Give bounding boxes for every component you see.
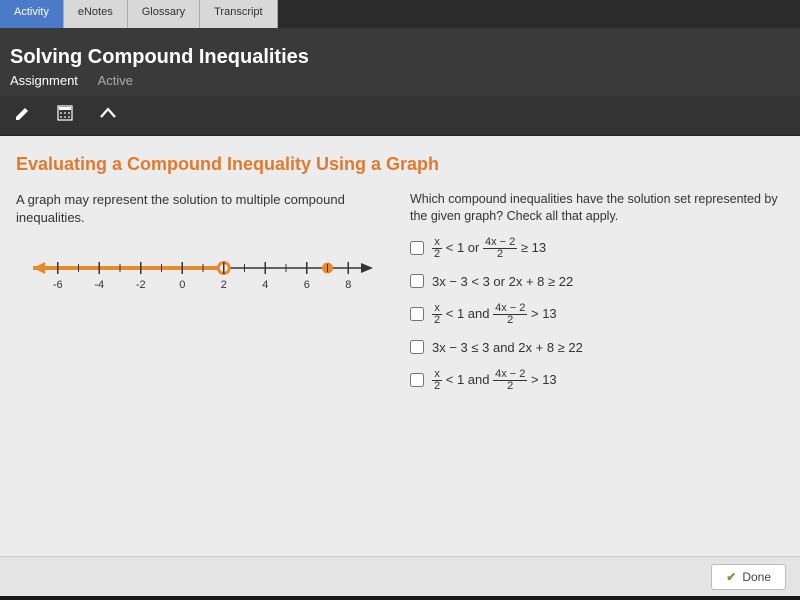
- question-title: Evaluating a Compound Inequality Using a…: [16, 154, 784, 175]
- option-text-2: x2 < 1 and 4x − 22 > 13: [432, 303, 557, 326]
- right-column: Which compound inequalities have the sol…: [410, 191, 784, 406]
- pencil-icon[interactable]: [14, 104, 32, 127]
- answer-option-4[interactable]: x2 < 1 and 4x − 22 > 13: [410, 369, 784, 392]
- check-icon: ✔: [726, 570, 736, 584]
- left-column: A graph may represent the solution to mu…: [16, 191, 390, 406]
- done-label: Done: [742, 570, 771, 584]
- answer-option-3[interactable]: 3x − 3 ≤ 3 and 2x + 8 ≥ 22: [410, 340, 784, 355]
- collapse-icon[interactable]: [98, 104, 118, 127]
- tab-enotes[interactable]: eNotes: [64, 0, 128, 28]
- tab-transcript[interactable]: Transcript: [200, 0, 278, 28]
- number-line-graph: -6 -4 -2 0 2 4 6 8: [16, 238, 390, 298]
- assignment-status: Active: [98, 73, 133, 88]
- option-checkbox-4[interactable]: [410, 373, 424, 387]
- svg-text:2: 2: [221, 279, 227, 291]
- lesson-title: Solving Compound Inequalities: [10, 46, 790, 69]
- assignment-label: Assignment: [10, 73, 78, 88]
- option-text-3: 3x − 3 ≤ 3 and 2x + 8 ≥ 22: [432, 340, 583, 355]
- answer-option-2[interactable]: x2 < 1 and 4x − 22 > 13: [410, 303, 784, 326]
- answer-options: x2 < 1 or 4x − 22 ≥ 13 3x − 3 < 3 or 2x …: [410, 237, 784, 392]
- answer-option-0[interactable]: x2 < 1 or 4x − 22 ≥ 13: [410, 237, 784, 260]
- top-tabs: Activity eNotes Glossary Transcript: [0, 0, 800, 28]
- option-checkbox-3[interactable]: [410, 340, 424, 354]
- svg-text:8: 8: [345, 279, 351, 291]
- svg-text:-4: -4: [94, 279, 104, 291]
- lesson-header: Solving Compound Inequalities Assignment…: [0, 28, 800, 96]
- answer-option-1[interactable]: 3x − 3 < 3 or 2x + 8 ≥ 22: [410, 274, 784, 289]
- tab-activity[interactable]: Activity: [0, 0, 64, 28]
- option-text-4: x2 < 1 and 4x − 22 > 13: [432, 369, 557, 392]
- footer-bar: ✔ Done: [0, 556, 800, 596]
- prompt-text: Which compound inequalities have the sol…: [410, 191, 784, 225]
- option-checkbox-2[interactable]: [410, 307, 424, 321]
- calculator-icon[interactable]: [56, 104, 74, 127]
- svg-text:-6: -6: [53, 279, 63, 291]
- left-text: A graph may represent the solution to mu…: [16, 191, 390, 226]
- done-button[interactable]: ✔ Done: [711, 564, 786, 590]
- content-area: Evaluating a Compound Inequality Using a…: [0, 136, 800, 556]
- option-checkbox-1[interactable]: [410, 274, 424, 288]
- toolbar: [0, 96, 800, 136]
- option-text-1: 3x − 3 < 3 or 2x + 8 ≥ 22: [432, 274, 573, 289]
- option-checkbox-0[interactable]: [410, 241, 424, 255]
- option-text-0: x2 < 1 or 4x − 22 ≥ 13: [432, 237, 546, 260]
- tab-glossary[interactable]: Glossary: [128, 0, 200, 28]
- svg-text:4: 4: [262, 279, 268, 291]
- svg-text:0: 0: [179, 279, 185, 291]
- svg-text:6: 6: [304, 279, 310, 291]
- svg-text:-2: -2: [136, 279, 146, 291]
